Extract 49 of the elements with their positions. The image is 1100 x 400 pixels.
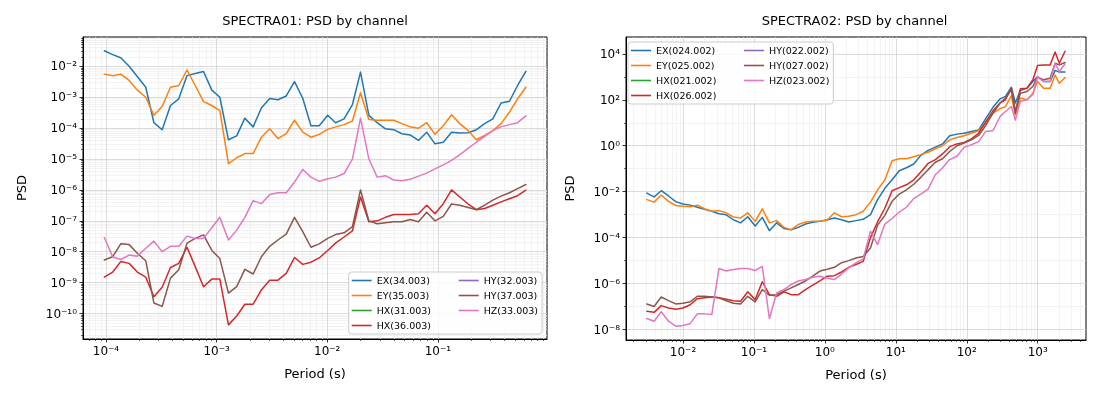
chart-title: SPECTRA01: PSD by channel	[222, 13, 408, 28]
y-tick-label: 10⁻³	[50, 90, 78, 105]
y-tick-label: 10⁻⁸	[50, 244, 78, 259]
x-tick-label: 10⁻⁴	[92, 344, 120, 358]
x-tick-label: 10⁻¹	[424, 344, 452, 358]
y-axis-title: PSD	[562, 175, 577, 202]
line-series	[103, 115, 527, 261]
y-tick-label: 10⁴	[599, 46, 621, 61]
x-tick-label: 10⁻¹	[740, 345, 768, 359]
legend-label: EX(34.003)	[376, 275, 430, 286]
y-tick-label: 10²	[599, 92, 621, 107]
y-tick-label: 10⁻⁶	[50, 182, 78, 197]
y-tick-label: 10⁻⁹	[50, 275, 78, 290]
y-axis-title: PSD	[14, 174, 29, 202]
y-tick-label: 10⁻²	[50, 59, 78, 74]
legend-label: HY(37.003)	[483, 290, 538, 301]
y-tick-label: 10⁰	[599, 138, 621, 153]
y-tick-label: 10⁻⁶	[593, 276, 621, 291]
y-tick-label: 10⁻¹⁰	[45, 306, 78, 321]
chart-title: SPECTRA02: PSD by channel	[761, 13, 948, 28]
y-tick-label: 10⁻⁷	[50, 213, 78, 228]
x-axis-title: Period (s)	[825, 367, 887, 382]
x-tick-label: 10⁰	[814, 345, 836, 359]
legend-label: HZ(023.002)	[769, 75, 830, 86]
y-tick-label: 10⁻²	[593, 184, 621, 199]
x-tick-label: 10²	[956, 345, 977, 359]
x-tick-label: 10⁻²	[314, 344, 341, 358]
legend-label: EX(024.002)	[656, 45, 716, 56]
y-tick-label: 10⁻⁵	[50, 152, 78, 167]
x-axis-title: Period (s)	[284, 366, 346, 381]
legend-label: HX(36.003)	[376, 320, 432, 331]
legend-label: HY(027.002)	[769, 60, 829, 71]
legend-label: HX(31.003)	[376, 305, 432, 316]
legend-label: EY(025.002)	[656, 60, 715, 71]
x-tick-label: 10⁻²	[669, 345, 697, 359]
x-tick-label: 10¹	[885, 345, 907, 359]
legend-label: HY(022.002)	[769, 45, 829, 56]
line-series	[103, 69, 527, 165]
legend-label: HX(026.002)	[656, 90, 717, 101]
x-tick-label: 10³	[1027, 345, 1048, 359]
x-tick-label: 10⁻³	[203, 344, 230, 358]
line-series	[103, 49, 527, 145]
y-tick-label: 10⁻⁴	[593, 230, 621, 245]
legend-label: EY(35.003)	[376, 290, 430, 301]
legend-label: HZ(33.003)	[483, 305, 539, 316]
y-tick-label: 10⁻⁴	[50, 121, 78, 136]
y-tick-label: 10⁻⁸	[593, 322, 621, 337]
legend-label: HY(32.003)	[483, 275, 538, 286]
legend-label: HX(021.002)	[656, 75, 717, 86]
